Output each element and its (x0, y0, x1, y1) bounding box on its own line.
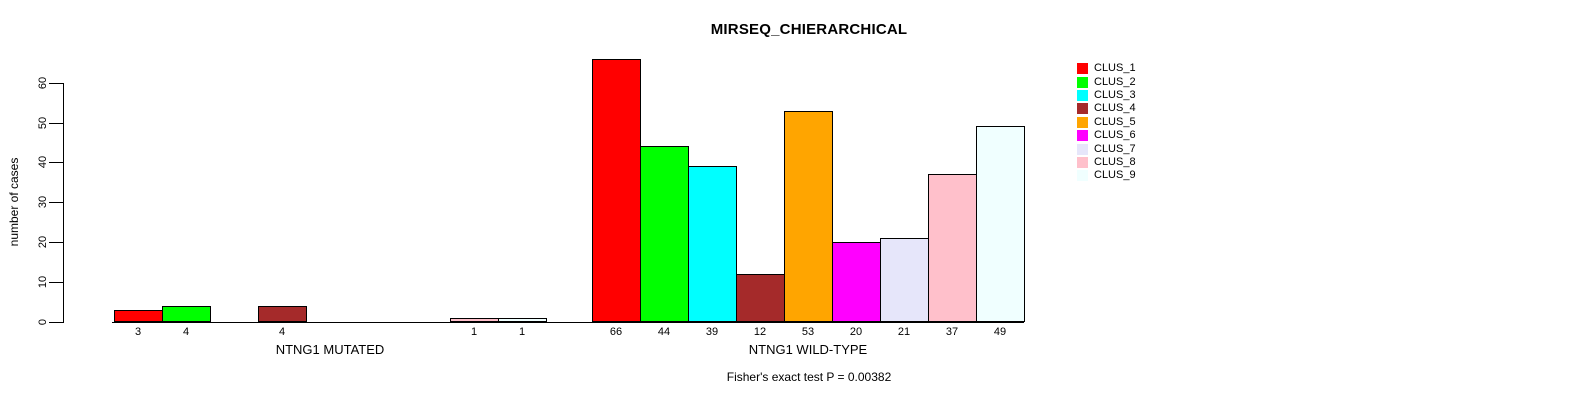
y-tick-label: 20 (37, 235, 49, 249)
legend-swatch-icon (1077, 156, 1088, 168)
bar-CLUS_2 (640, 146, 689, 322)
legend-item: CLUS_9 (1077, 169, 1136, 182)
bar-value-label: 3 (134, 326, 142, 338)
bar-CLUS_1 (592, 59, 641, 322)
legend-label: CLUS_9 (1094, 169, 1136, 182)
y-tick (49, 242, 63, 243)
bar-CLUS_4 (736, 274, 785, 322)
group-label-mutated: NTNG1 MUTATED (275, 342, 385, 357)
x-baseline (112, 322, 1024, 323)
bar-value-label: 66 (609, 326, 623, 338)
legend-label: CLUS_3 (1094, 88, 1136, 101)
legend-label: CLUS_4 (1094, 102, 1136, 115)
y-axis-line (63, 83, 64, 323)
legend-label: CLUS_6 (1094, 129, 1136, 142)
bar-value-label: 1 (470, 326, 478, 338)
bar-CLUS_3 (688, 166, 737, 322)
bar-value-label: 53 (801, 326, 815, 338)
bar-CLUS_9 (976, 126, 1025, 322)
legend-item: CLUS_4 (1077, 102, 1136, 115)
bar-CLUS_2 (162, 306, 211, 322)
legend-item: CLUS_3 (1077, 89, 1136, 102)
y-tick (49, 83, 63, 84)
legend-swatch-icon (1077, 130, 1088, 142)
y-tick (49, 322, 63, 323)
legend-swatch-icon (1077, 143, 1088, 155)
legend-item: CLUS_5 (1077, 116, 1136, 129)
legend-item: CLUS_8 (1077, 156, 1136, 169)
legend-swatch-icon (1077, 170, 1088, 182)
bar-value-label: 49 (993, 326, 1007, 338)
y-tick (49, 202, 63, 203)
y-tick-label: 50 (37, 116, 49, 130)
bar-value-label: 4 (182, 326, 190, 338)
bar-value-label: 21 (897, 326, 911, 338)
chart-title: MIRSEQ_CHIERARCHICAL (710, 21, 908, 38)
y-tick (49, 162, 63, 163)
y-tick-label: 30 (37, 195, 49, 209)
fisher-test-annotation: Fisher's exact test P = 0.00382 (726, 370, 892, 384)
y-tick (49, 123, 63, 124)
legend-swatch-icon (1077, 103, 1088, 115)
legend-swatch-icon (1077, 116, 1088, 128)
bar-value-label: 37 (945, 326, 959, 338)
legend: CLUS_1 CLUS_2 CLUS_3 CLUS_4 CLUS_5 CLUS_6 CLUS… (1077, 62, 1136, 183)
bar-CLUS_8 (450, 318, 499, 322)
y-tick (49, 282, 63, 283)
y-tick-label: 10 (37, 275, 49, 289)
bar-value-label: 1 (518, 326, 526, 338)
y-axis-title: number of cases (7, 157, 21, 247)
group-label-wildtype: NTNG1 WILD-TYPE (748, 342, 868, 357)
bar-value-label: 4 (278, 326, 286, 338)
y-tick-label: 60 (37, 76, 49, 90)
legend-label: CLUS_5 (1094, 115, 1136, 128)
bar-value-label: 44 (657, 326, 671, 338)
legend-item: CLUS_2 (1077, 75, 1136, 88)
legend-label: CLUS_7 (1094, 142, 1136, 155)
bar-CLUS_5 (784, 111, 833, 322)
legend-label: CLUS_1 (1094, 62, 1136, 75)
bar-CLUS_6 (832, 242, 881, 322)
bar-value-label: 20 (849, 326, 863, 338)
legend-item: CLUS_6 (1077, 129, 1136, 142)
bar-CLUS_1 (114, 310, 163, 322)
bar-value-label: 39 (705, 326, 719, 338)
legend-swatch-icon (1077, 89, 1088, 101)
legend-swatch-icon (1077, 63, 1088, 75)
bar-CLUS_8 (928, 174, 977, 322)
legend-label: CLUS_2 (1094, 75, 1136, 88)
legend-label: CLUS_8 (1094, 155, 1136, 168)
bar-CLUS_7 (880, 238, 929, 322)
y-tick-label: 0 (37, 318, 49, 326)
legend-swatch-icon (1077, 76, 1088, 88)
bar-value-label: 12 (753, 326, 767, 338)
bar-CLUS_4 (258, 306, 307, 322)
y-tick-label: 40 (37, 155, 49, 169)
bar-CLUS_9 (498, 318, 547, 322)
legend-item: CLUS_1 (1077, 62, 1136, 75)
legend-item: CLUS_7 (1077, 142, 1136, 155)
